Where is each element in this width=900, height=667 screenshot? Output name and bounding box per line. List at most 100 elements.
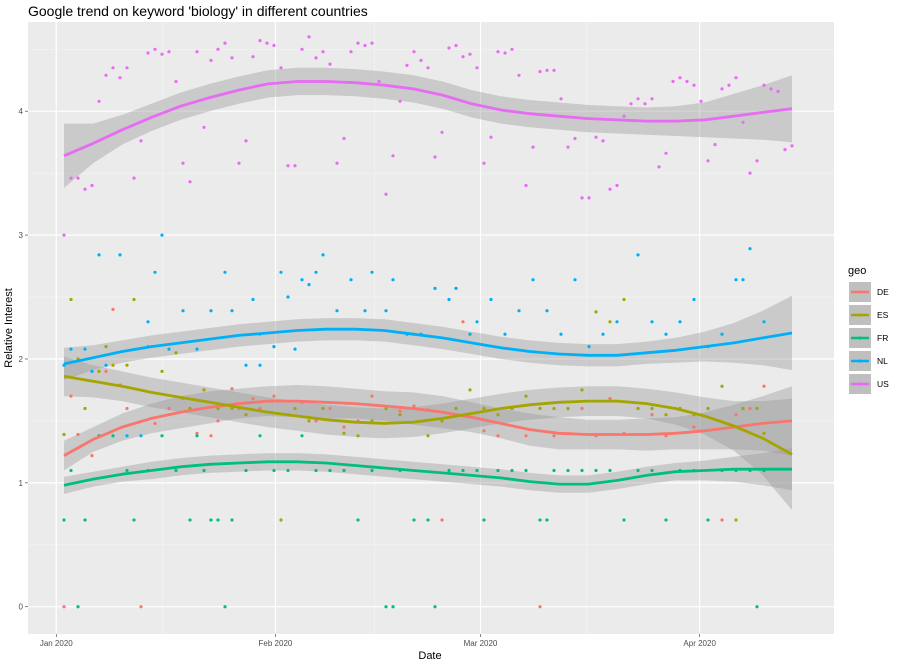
data-point-nl bbox=[489, 297, 493, 302]
data-point-es bbox=[566, 406, 570, 411]
data-point-es bbox=[762, 431, 766, 435]
data-point-nl bbox=[335, 309, 339, 313]
legend-key-point bbox=[858, 382, 862, 386]
data-point-es bbox=[125, 363, 129, 367]
smooth-line-es bbox=[63, 374, 793, 456]
data-point-es bbox=[321, 406, 325, 411]
data-point-nl bbox=[286, 295, 290, 299]
data-point-fr bbox=[475, 468, 479, 473]
smooth-lines bbox=[63, 80, 793, 487]
data-point-us bbox=[272, 43, 276, 48]
data-point-es bbox=[622, 297, 626, 302]
y-tick-label: 1 bbox=[19, 479, 24, 488]
data-point-us bbox=[461, 55, 465, 59]
data-point-nl bbox=[720, 332, 724, 336]
data-point-de bbox=[342, 425, 346, 429]
data-point-nl bbox=[272, 345, 276, 349]
data-point-us bbox=[447, 46, 451, 50]
data-point-nl bbox=[321, 253, 325, 257]
data-point-us bbox=[153, 47, 157, 51]
legend-key-point bbox=[858, 336, 862, 340]
data-point-us bbox=[160, 52, 164, 56]
data-point-fr bbox=[426, 518, 430, 522]
data-point-nl bbox=[230, 309, 234, 313]
data-point-es bbox=[307, 419, 311, 423]
data-point-us bbox=[671, 79, 675, 84]
data-point-fr bbox=[174, 468, 178, 473]
data-point-fr bbox=[356, 518, 360, 522]
smooth-line-fr bbox=[63, 460, 792, 487]
data-point-us bbox=[237, 161, 241, 165]
data-point-us bbox=[356, 41, 360, 45]
data-point-us bbox=[286, 164, 290, 168]
data-point-fr bbox=[342, 468, 346, 473]
data-point-us bbox=[83, 187, 87, 191]
data-point-us bbox=[433, 155, 437, 159]
data-point-us bbox=[573, 136, 577, 141]
data-point-us bbox=[279, 66, 283, 70]
data-point-us bbox=[489, 135, 493, 139]
data-point-es bbox=[720, 384, 724, 388]
data-point-nl bbox=[545, 309, 549, 313]
data-point-es bbox=[524, 394, 528, 398]
data-point-us bbox=[419, 58, 423, 63]
data-point-us bbox=[769, 87, 773, 91]
data-point-us bbox=[776, 89, 780, 93]
data-point-fr bbox=[594, 468, 598, 473]
data-point-us bbox=[314, 56, 318, 60]
data-point-de bbox=[538, 605, 542, 609]
data-point-fr bbox=[538, 518, 542, 522]
data-point-nl bbox=[160, 233, 164, 237]
data-point-nl bbox=[97, 253, 101, 257]
data-point-nl bbox=[363, 309, 367, 313]
data-point-us bbox=[244, 139, 248, 143]
data-point-es bbox=[104, 345, 108, 349]
data-point-us bbox=[104, 73, 108, 77]
data-point-nl bbox=[391, 278, 395, 282]
data-point-de bbox=[552, 434, 556, 438]
data-point-fr bbox=[62, 518, 66, 522]
smooth-line-nl bbox=[63, 327, 793, 366]
data-point-nl bbox=[244, 363, 248, 367]
data-point-us bbox=[195, 50, 199, 54]
data-point-de bbox=[440, 518, 444, 522]
data-point-es bbox=[97, 369, 101, 373]
data-point-us bbox=[622, 114, 626, 118]
data-point-us bbox=[146, 51, 150, 55]
data-point-de bbox=[139, 605, 143, 609]
data-point-es bbox=[356, 434, 360, 438]
data-point-nl bbox=[251, 297, 255, 302]
data-point-us bbox=[580, 196, 584, 200]
data-point-us bbox=[62, 233, 66, 237]
data-point-nl bbox=[314, 270, 318, 274]
data-point-nl bbox=[307, 283, 311, 287]
data-point-nl bbox=[531, 278, 535, 282]
data-point-us bbox=[468, 52, 472, 56]
data-point-es bbox=[468, 388, 472, 392]
data-point-nl bbox=[664, 332, 668, 336]
data-point-nl bbox=[573, 278, 577, 282]
data-point-es bbox=[664, 413, 668, 417]
data-point-us bbox=[629, 102, 633, 106]
data-point-nl bbox=[300, 278, 304, 282]
data-point-us bbox=[223, 41, 227, 45]
data-point-us bbox=[300, 47, 304, 51]
data-point-nl bbox=[692, 297, 696, 302]
data-point-de bbox=[461, 320, 465, 324]
data-point-us bbox=[545, 68, 549, 72]
y-axis: 0 1 2 3 4 bbox=[19, 107, 28, 612]
legend-item-fr: FR bbox=[849, 328, 888, 348]
data-point-us bbox=[293, 164, 297, 168]
data-point-us bbox=[251, 55, 255, 59]
data-point-us bbox=[209, 58, 213, 63]
data-point-us bbox=[454, 43, 458, 48]
data-point-us bbox=[307, 35, 311, 39]
data-point-nl bbox=[293, 347, 297, 351]
data-point-fr bbox=[132, 518, 136, 522]
data-point-de bbox=[69, 394, 73, 398]
data-point-es bbox=[160, 369, 164, 373]
data-point-us bbox=[552, 68, 556, 72]
smooth-line-de bbox=[63, 399, 793, 457]
legend-label: NL bbox=[877, 356, 888, 366]
data-point-us bbox=[139, 139, 143, 143]
